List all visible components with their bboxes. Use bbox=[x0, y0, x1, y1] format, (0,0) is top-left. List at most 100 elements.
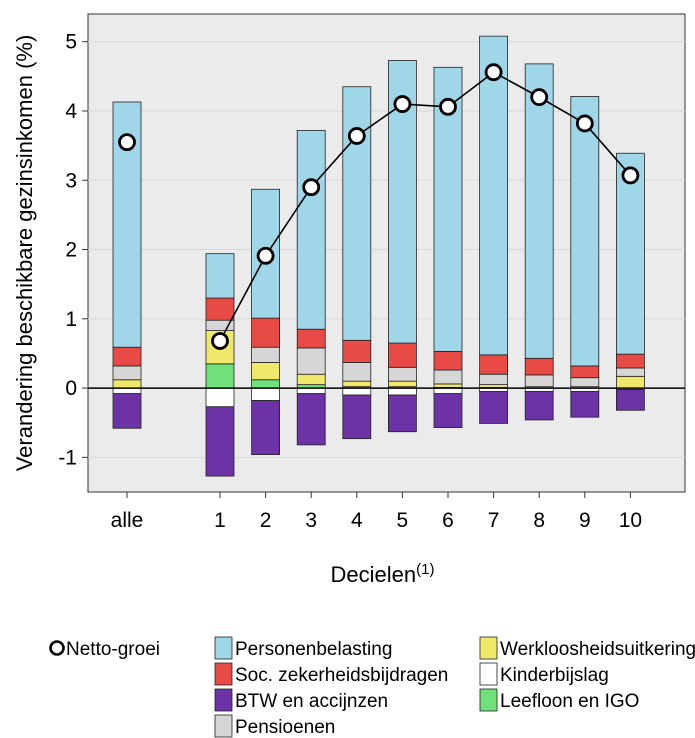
bar-segment bbox=[433, 387, 463, 395]
bar-segment bbox=[433, 350, 463, 371]
netto-point bbox=[302, 178, 321, 197]
bar-segment bbox=[251, 379, 281, 389]
x-axis-title-main: Decielen bbox=[331, 562, 417, 587]
legend-swatch bbox=[214, 714, 233, 738]
x-axis-title-superscript: (1) bbox=[416, 561, 434, 578]
bar-segment bbox=[112, 346, 142, 367]
legend-swatch bbox=[214, 662, 233, 686]
bar-segment bbox=[205, 406, 235, 477]
x-tick-label: 2 bbox=[260, 509, 272, 532]
bar-segment bbox=[251, 387, 281, 401]
legend-label: BTW en accijnzen bbox=[235, 691, 388, 712]
bar-segment bbox=[479, 35, 509, 356]
netto-point bbox=[211, 332, 229, 350]
bar-segment bbox=[570, 96, 600, 367]
netto-point bbox=[439, 97, 457, 116]
bar-segment bbox=[205, 297, 235, 321]
bar-segment bbox=[479, 384, 509, 388]
legend-label: Leefloon en IGO bbox=[500, 691, 639, 712]
bar-segment bbox=[342, 380, 372, 388]
x-tick-label: 9 bbox=[579, 509, 591, 532]
bar-segment bbox=[112, 387, 142, 395]
bar-segment bbox=[342, 339, 372, 363]
netto-point bbox=[256, 246, 275, 265]
x-tick-label: 7 bbox=[488, 509, 500, 532]
legend-label: Pensioenen bbox=[235, 717, 335, 738]
bar-segment bbox=[387, 366, 417, 382]
netto-point bbox=[347, 127, 366, 145]
legend-swatch bbox=[214, 636, 233, 660]
x-tick-label: 4 bbox=[351, 509, 363, 532]
x-tick-label: 3 bbox=[305, 509, 317, 532]
y-tick-label: 3 bbox=[65, 169, 77, 192]
bar-segment bbox=[296, 373, 326, 386]
bar-segment bbox=[342, 86, 372, 341]
bar-segment bbox=[296, 387, 326, 395]
legend-marker bbox=[49, 640, 65, 656]
bar-segment bbox=[205, 387, 235, 408]
bar-segment bbox=[251, 346, 281, 363]
bar-segment bbox=[387, 394, 417, 433]
bar-segment bbox=[251, 317, 281, 348]
legend-label: Personenbelasting bbox=[235, 639, 392, 660]
bar-segment bbox=[479, 354, 509, 375]
netto-point bbox=[621, 166, 640, 185]
y-tick-label: 1 bbox=[65, 308, 77, 331]
y-tick-label: 5 bbox=[65, 31, 77, 54]
bar-segment bbox=[479, 373, 509, 386]
bar-segment bbox=[342, 394, 372, 440]
bar-segment bbox=[205, 253, 235, 299]
bar-segment bbox=[616, 375, 645, 389]
bar-segment bbox=[433, 393, 463, 428]
y-tick-label: 4 bbox=[65, 100, 77, 123]
bar-segment bbox=[112, 379, 142, 389]
bar-segment bbox=[296, 129, 326, 330]
netto-series bbox=[118, 63, 640, 350]
bar-segment bbox=[251, 400, 281, 455]
x-tick-label: alle bbox=[111, 509, 144, 532]
bar-segment bbox=[296, 328, 326, 349]
y-axis-title: Verandering beschikbare gezinsinkomen (%… bbox=[12, 35, 37, 472]
bar-segment bbox=[570, 365, 600, 379]
legend-label: Netto-groei bbox=[66, 639, 160, 660]
bar-segment bbox=[387, 380, 417, 388]
bar-segment bbox=[342, 387, 372, 396]
x-axis-title: Decielen(1) bbox=[331, 561, 435, 588]
bar-segment bbox=[296, 393, 326, 446]
bar-segment bbox=[524, 357, 554, 376]
x-tick-label: 8 bbox=[533, 509, 545, 532]
bar-segment bbox=[112, 365, 142, 381]
bar-segment bbox=[616, 353, 645, 369]
netto-point bbox=[118, 133, 136, 152]
legend-label: Kinderbijslag bbox=[500, 665, 609, 686]
x-tick-label: 6 bbox=[442, 509, 454, 532]
netto-point bbox=[393, 95, 412, 113]
bar-segment bbox=[342, 362, 372, 382]
bar-segment bbox=[570, 377, 600, 388]
x-axis: alle 1 2 3 4 5 6 7 8 9 10 bbox=[111, 492, 642, 532]
legend-label: Werkloosheidsuitkering bbox=[500, 639, 695, 660]
bar-segment bbox=[433, 383, 463, 388]
bar-segment bbox=[616, 152, 645, 355]
bar-segment bbox=[616, 367, 645, 377]
bar-segment bbox=[205, 363, 235, 389]
y-axis: -1 0 1 2 3 4 5 bbox=[58, 31, 88, 469]
bar-segment bbox=[616, 389, 645, 411]
netto-point bbox=[530, 88, 549, 107]
bar-segment bbox=[524, 391, 554, 421]
bar-segment bbox=[479, 391, 509, 424]
bar-segment bbox=[251, 362, 281, 381]
bar-segment bbox=[387, 387, 417, 396]
x-tick-label: 10 bbox=[619, 509, 642, 532]
legend-swatch bbox=[479, 636, 498, 660]
y-tick-label: -1 bbox=[58, 446, 77, 469]
bar-segment bbox=[296, 347, 326, 375]
legend: Netto-groei Personenbelasting Werkloosheid… bbox=[49, 636, 695, 738]
x-tick-label: 5 bbox=[397, 509, 409, 532]
netto-point bbox=[575, 114, 594, 133]
legend-label: Soc. zekerheidsbijdragen bbox=[235, 665, 448, 686]
bar-segment bbox=[524, 374, 554, 388]
bar-segment bbox=[570, 391, 600, 418]
legend-swatch bbox=[214, 688, 233, 712]
